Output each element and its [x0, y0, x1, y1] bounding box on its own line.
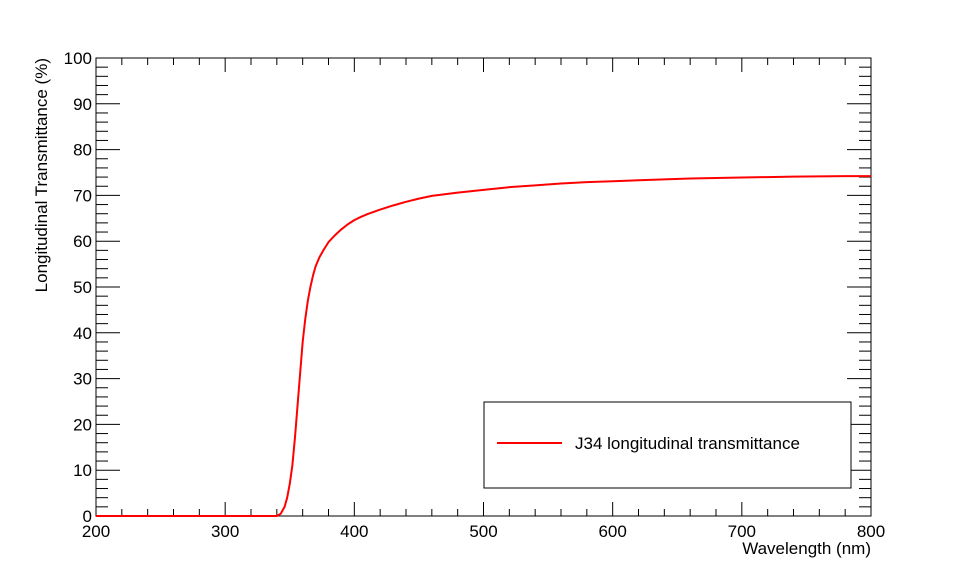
y-tick-label: 90 — [73, 95, 92, 114]
x-tick-label: 200 — [82, 522, 110, 541]
legend-box — [483, 401, 852, 489]
x-tick-label: 500 — [469, 522, 497, 541]
y-tick-label: 100 — [64, 49, 92, 68]
x-tick-label: 700 — [728, 522, 756, 541]
y-tick-label: 80 — [73, 141, 92, 160]
x-tick-label: 800 — [857, 522, 885, 541]
y-axis-label: Longitudinal Transmittance (%) — [32, 58, 51, 292]
legend-label: J34 longitudinal transmittance — [575, 434, 800, 453]
y-tick-label: 0 — [83, 507, 92, 526]
legend: J34 longitudinal transmittance — [483, 401, 852, 489]
tick-labels: 200 300 400 500 600 700 800 0 10 20 30 40 50 60 70 80 90… — [64, 49, 886, 541]
y-tick-label: 20 — [73, 415, 92, 434]
x-axis-label: Wavelength (nm) — [742, 539, 871, 558]
y-tick-label: 60 — [73, 232, 92, 251]
y-tick-label: 50 — [73, 278, 92, 297]
y-tick-label: 10 — [73, 461, 92, 480]
series-layer — [96, 175, 871, 517]
y-tick-label: 40 — [73, 324, 92, 343]
x-tick-label: 400 — [340, 522, 368, 541]
y-tick-label: 30 — [73, 370, 92, 389]
x-tick-label: 300 — [211, 522, 239, 541]
axis-ticks — [95, 57, 872, 517]
y-tick-label: 70 — [73, 186, 92, 205]
x-tick-label: 600 — [598, 522, 626, 541]
series-line-0 — [96, 175, 871, 517]
